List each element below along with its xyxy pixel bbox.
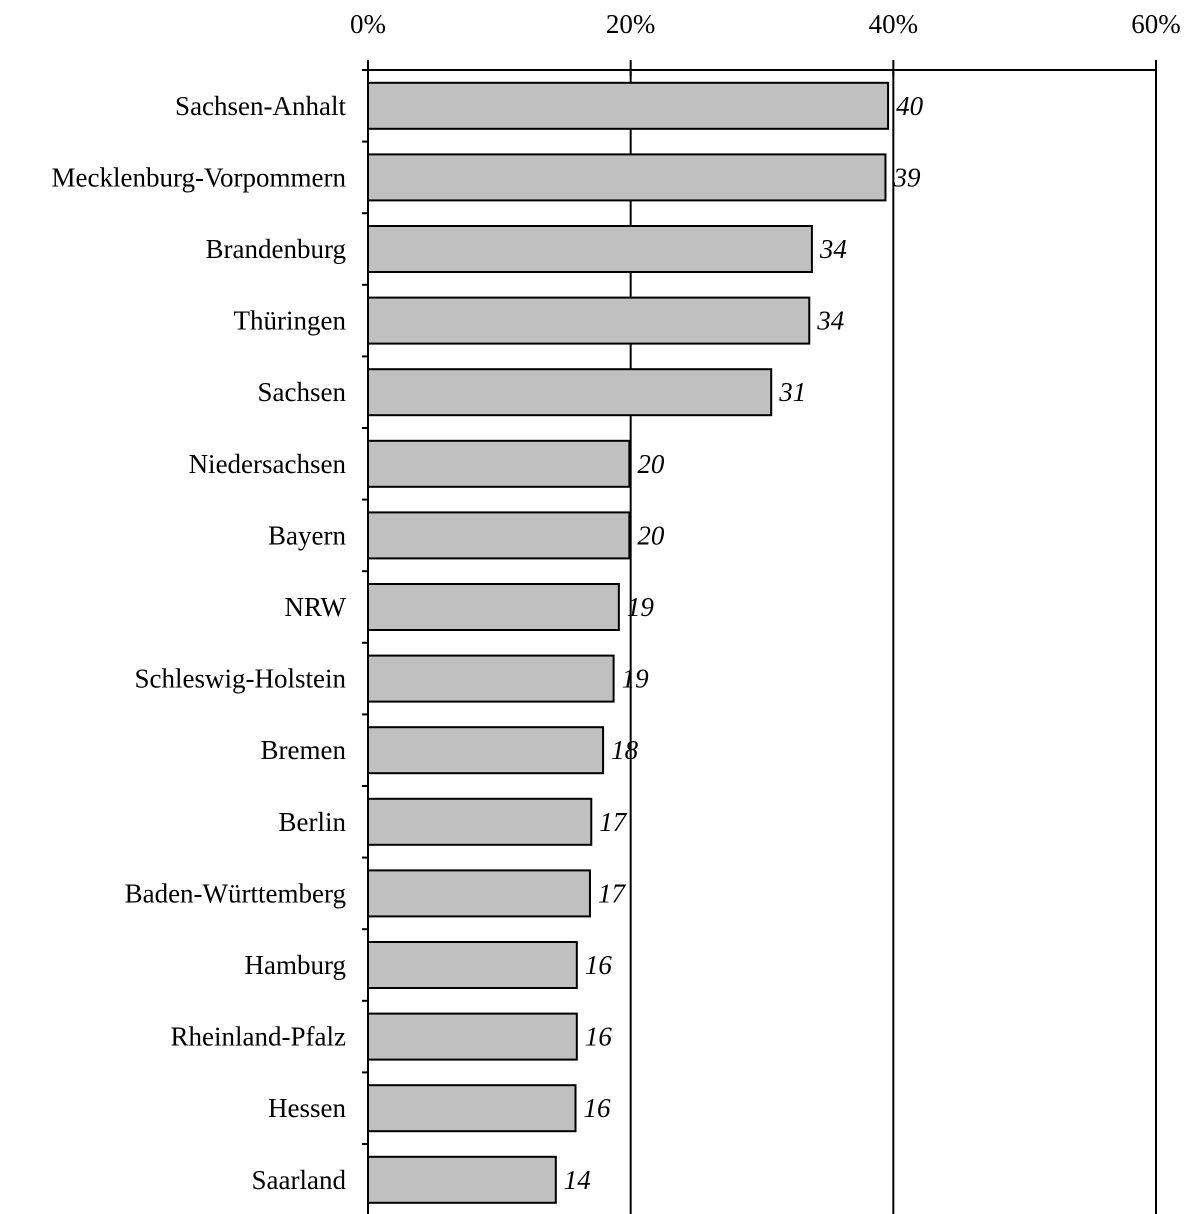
x-tick-label-1: 20% <box>606 9 656 39</box>
value-label-12: 16 <box>585 950 613 980</box>
value-label-13: 16 <box>585 1022 613 1052</box>
bar-2 <box>367 225 813 273</box>
value-label-5: 20 <box>637 449 665 479</box>
bar-5 <box>367 439 631 488</box>
value-label-1: 39 <box>892 162 921 192</box>
x-tick-label-0: 0% <box>350 9 386 39</box>
bar-11 <box>367 869 591 918</box>
category-label-10: Berlin <box>279 807 347 837</box>
category-label-0: Sachsen-Anhalt <box>175 91 346 121</box>
category-label-1: Mecklenburg-Vorpommern <box>52 162 347 192</box>
value-label-3: 34 <box>816 306 844 336</box>
value-label-11: 17 <box>598 878 627 908</box>
bar-12 <box>367 941 578 989</box>
category-label-11: Baden-Württemberg <box>125 878 346 908</box>
category-label-7: NRW <box>284 592 346 622</box>
category-label-5: Niedersachsen <box>189 449 347 479</box>
category-label-13: Rheinland-Pfalz <box>171 1022 346 1052</box>
value-label-10: 17 <box>599 807 628 837</box>
bar-3 <box>367 296 811 345</box>
value-label-14: 16 <box>584 1093 612 1123</box>
category-label-9: Bremen <box>261 735 347 765</box>
bar-9 <box>367 726 605 775</box>
x-tick-label-3: 60% <box>1131 9 1181 39</box>
category-label-8: Schleswig-Holstein <box>135 664 347 694</box>
category-label-2: Brandenburg <box>206 234 346 264</box>
category-labels: Sachsen-Anhalt Mecklenburg-Vorpommern Bran… <box>52 91 347 1195</box>
bar-13 <box>367 1012 578 1061</box>
bar-1 <box>367 153 887 202</box>
value-label-6: 20 <box>637 520 665 550</box>
x-tick-label-2: 40% <box>869 9 919 39</box>
bar-8 <box>367 654 615 703</box>
bar-7 <box>367 583 620 631</box>
value-label-15: 14 <box>564 1165 591 1195</box>
category-label-6: Bayern <box>268 520 346 550</box>
value-label-9: 18 <box>611 735 639 765</box>
category-label-3: Thüringen <box>234 306 347 336</box>
category-label-15: Saarland <box>252 1165 347 1195</box>
category-label-4: Sachsen <box>258 377 347 407</box>
bar-6 <box>367 511 631 560</box>
bar-10 <box>367 797 593 846</box>
bar-0 <box>367 81 890 130</box>
value-labels: 40 39 34 34 31 20 20 19 19 18 17 17 16 16 16 14 <box>564 91 924 1195</box>
bars <box>367 81 890 1204</box>
category-label-14: Hessen <box>268 1093 346 1123</box>
value-label-4: 31 <box>778 377 806 407</box>
category-label-12: Hamburg <box>245 950 347 980</box>
bar-14 <box>367 1084 577 1133</box>
value-label-7: 19 <box>627 592 655 622</box>
value-label-2: 34 <box>819 234 847 264</box>
value-label-0: 40 <box>896 91 924 121</box>
bar-4 <box>367 368 773 417</box>
bar-15 <box>367 1155 557 1204</box>
value-label-8: 19 <box>622 664 650 694</box>
